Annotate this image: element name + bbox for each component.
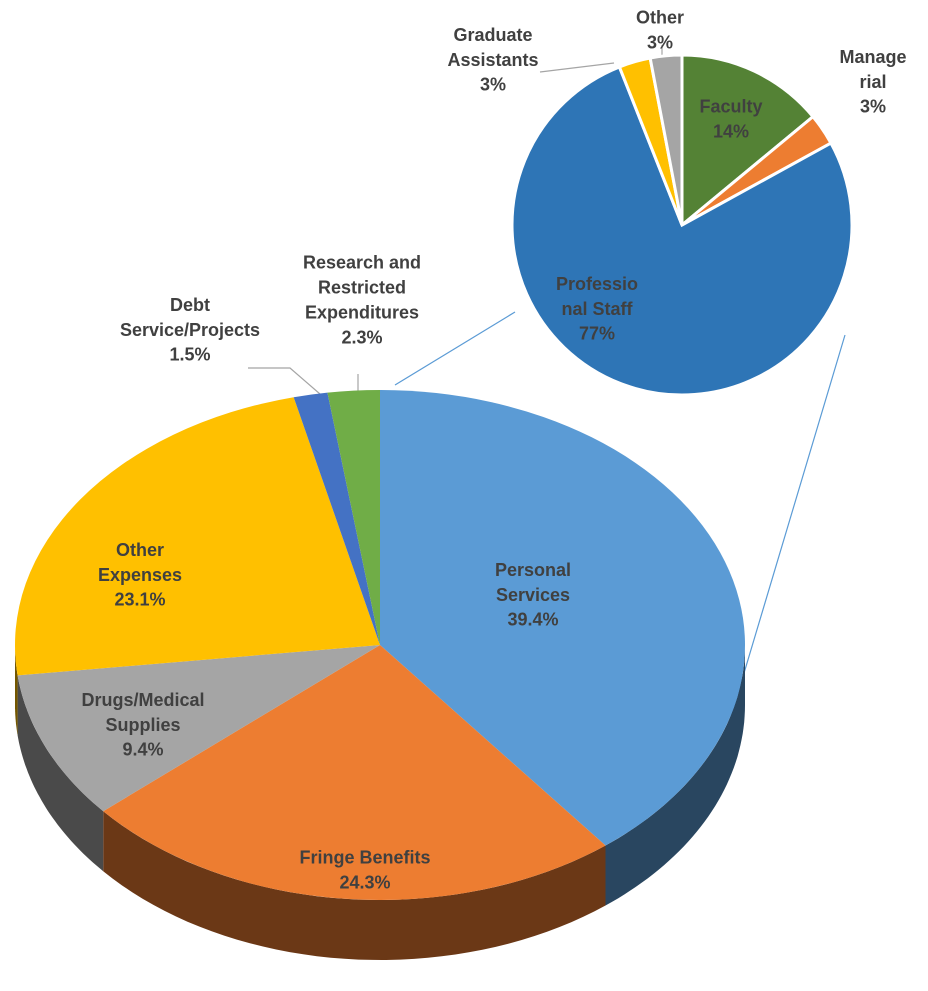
leader-line [539,62,615,73]
slice [510,64,854,397]
category-label: Faculty [699,96,763,116]
slice-side [15,645,18,736]
slice-side [17,675,104,872]
value-label: 39.4% [507,609,559,630]
value-label: 14% [712,121,750,141]
connector-line [729,334,846,721]
category-label: Debt Service/Projects [119,294,261,340]
category-label: Drugs/Medical Supplies [81,689,205,735]
category-label: Fringe Benefits [299,847,431,867]
slice-side [103,811,606,960]
value-label: 9.4% [122,739,164,760]
slice [14,397,380,676]
value-label: 23.1% [114,589,166,610]
slice [103,645,606,900]
value-label: 3% [859,96,886,117]
value-label: 2.3% [341,327,383,347]
category-label: Other [635,7,684,27]
slice [17,645,381,812]
category-label: Managerial [839,46,907,92]
slice [680,53,816,229]
value-label: 24.3% [339,872,391,892]
value-label: 3% [646,32,673,52]
value-label: 3% [479,74,506,95]
slice-side [605,645,745,906]
value-label: 77% [578,323,616,344]
slice [648,53,684,226]
slice [380,390,745,846]
slice [293,392,380,645]
category-label: Personal Services [494,559,572,605]
category-label: Research and Restricted Expenditures [302,252,422,322]
connector-line [394,311,516,386]
category-label: Professional Staff [555,273,639,319]
category-label: Graduate Assistants [447,24,539,70]
leader-line [248,367,321,395]
value-label: 1.5% [169,344,211,365]
category-label: Other Expenses [97,539,183,585]
slice [327,390,380,645]
